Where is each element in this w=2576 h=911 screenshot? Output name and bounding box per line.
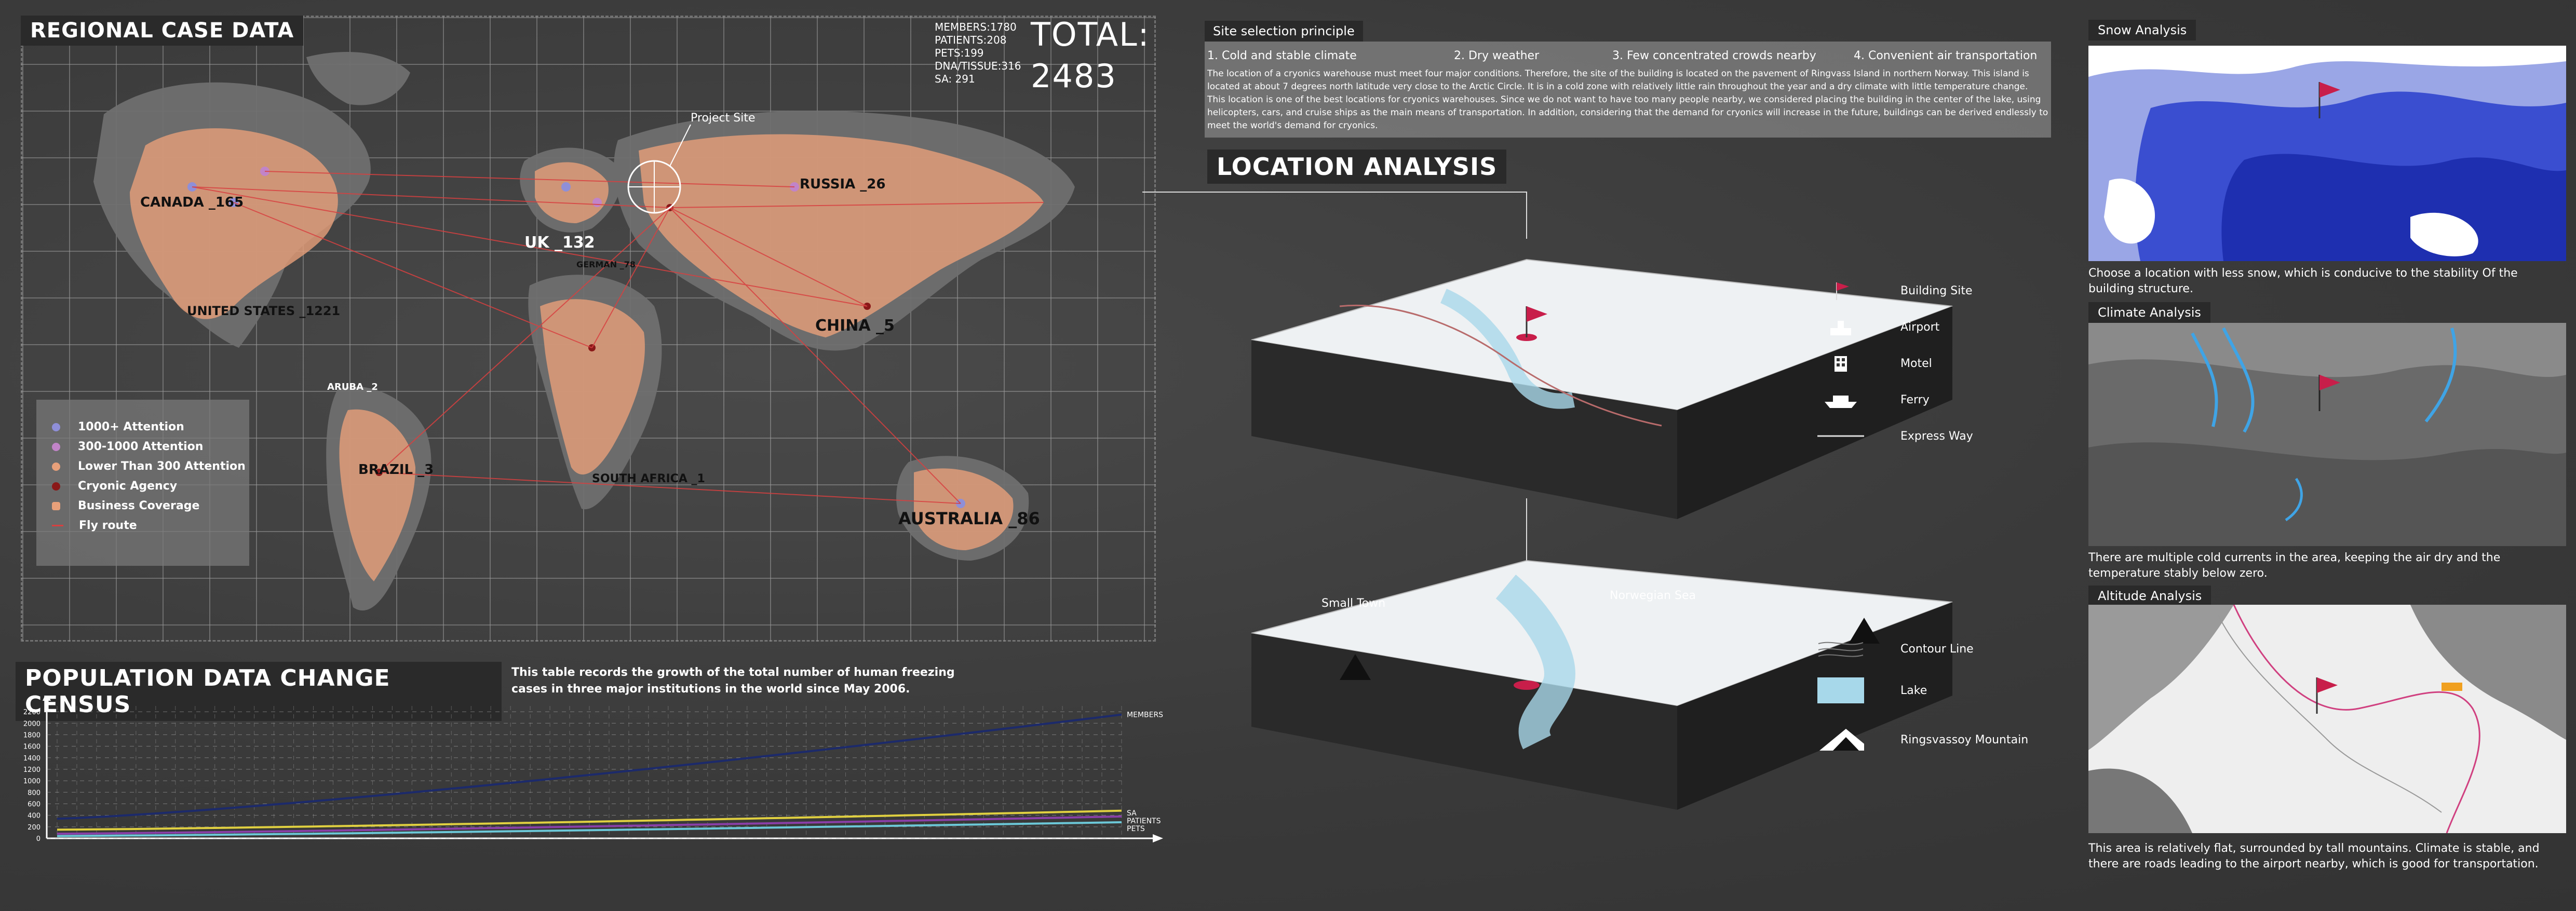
legend-item: 1000+ Attention (52, 420, 184, 433)
census-chart: 0 200 400 600 800 1000 1200 1400 1600 1800 2000 220… (23, 696, 1163, 843)
small-town-label: Small Town (1321, 597, 1386, 610)
road-icon (1817, 426, 1864, 446)
country-label: BRAZIL _3 (358, 462, 434, 478)
square-icon (52, 501, 60, 510)
key-item: Ferry (1817, 389, 1930, 410)
lower-terrain-block (1251, 560, 1953, 810)
country-label: RUSSIA _26 (800, 176, 886, 192)
key-item: Motel (1817, 353, 1932, 374)
key-item: Express Way (1817, 426, 1973, 446)
series-label: SA (1127, 809, 1137, 818)
site-title: Site selection principle (1205, 21, 1363, 42)
snow-description: Choose a location with less snow, which … (2088, 267, 2518, 295)
terrain-diagram (1251, 259, 1953, 810)
country-label: AUSTRALIA _86 (898, 509, 1040, 528)
key-item: Ringsvassoy Mountain (1817, 729, 2028, 751)
world-map-panel: REGIONAL CASE DATA Project Site CANADA _… (16, 16, 1158, 642)
y-tick-label: 1800 (23, 731, 41, 739)
snow-map (2088, 46, 2566, 261)
principle-item: 2. Dry weather (1454, 49, 1540, 62)
climate-title: Climate Analysis (2088, 302, 2210, 323)
project-site-label: Project Site (691, 112, 756, 125)
line-icon (52, 525, 63, 526)
x-axis-arrow (1153, 834, 1163, 842)
map-title: REGIONAL CASE DATA (21, 16, 304, 46)
key-item: Airport (1817, 317, 1939, 337)
y-tick-label: 1600 (23, 743, 41, 751)
principle-item: 4. Convenient air transportation (1854, 49, 2038, 62)
principle-item: 1. Cold and stable climate (1207, 49, 1357, 62)
y-tick-label: 2200 (23, 709, 41, 716)
dot-icon (52, 423, 60, 431)
y-tick-label: 2000 (23, 720, 41, 728)
country-label: CHINA _5 (815, 317, 895, 335)
site-box (1205, 42, 2051, 138)
legend-item: Lower Than 300 Attention (52, 460, 246, 473)
series-line-pets (57, 821, 1122, 837)
lake-icon (1817, 677, 1864, 703)
altitude-description: This area is relatively flat, surrounded… (2088, 842, 2540, 871)
ferry-icon (1817, 389, 1864, 410)
snow-title: Snow Analysis (2088, 20, 2196, 40)
legend-item: Fly route (52, 519, 137, 532)
series-line-patients (57, 815, 1122, 835)
motel-icon (1817, 353, 1864, 374)
y-tick-label: 1400 (23, 755, 41, 763)
mountain-icon (1817, 729, 1864, 751)
project-site-marker (627, 124, 691, 214)
stat-pets: PETS:199 (935, 47, 984, 59)
altitude-title: Altitude Analysis (2088, 586, 2211, 606)
y-tick-label: 1200 (23, 766, 41, 774)
country-label: UNITED STATES _1221 (187, 304, 341, 318)
norwegian-sea-label: Norwegian Sea (1610, 589, 1696, 602)
series-label: PETS (1127, 825, 1145, 833)
climate-description: There are multiple cold currents in the … (2088, 551, 2501, 580)
y-tick-label: 600 (28, 800, 41, 808)
altitude-map (2088, 605, 2566, 833)
y-axis-arrow (43, 696, 51, 701)
stat-patients: PATIENTS:208 (935, 34, 1007, 46)
dot-icon (52, 462, 60, 471)
site-description: The location of a cryonics warehouse mus… (1207, 69, 2048, 131)
contour-icon (1817, 638, 1864, 659)
series-line-members (57, 713, 1122, 820)
country-label: GERMAN _78 (576, 260, 636, 269)
principle-item: 3. Few concentrated crowds nearby (1612, 49, 1816, 62)
dot-icon (52, 482, 60, 491)
legend-item: Business Coverage (52, 499, 199, 512)
y-tick-label: 800 (28, 789, 41, 797)
country-label: ARUBA _2 (327, 382, 378, 392)
flag-icon (1817, 280, 1864, 301)
stats-list: MEMBERS:1780 PATIENTS:208 PETS:199 DNA/T… (935, 21, 1021, 86)
country-label: CANADA _165 (140, 195, 244, 210)
legend-item: Cryonic Agency (52, 480, 177, 493)
y-tick-label: 0 (36, 835, 41, 843)
census-description: This table records the growth of the tot… (511, 666, 955, 696)
world-map-graphic (93, 52, 1075, 611)
total-label: TOTAL: (1031, 16, 1150, 53)
location-title: LOCATION ANALYSIS (1207, 149, 1507, 184)
series-label: PATIENTS (1127, 817, 1161, 825)
series-line-sa (57, 809, 1122, 831)
key-item: Contour Line (1817, 638, 1974, 659)
census-title: POPULATION DATA CHANGE CENSUS (16, 662, 502, 721)
key-item: Lake (1817, 677, 1927, 703)
country-label: UK _132 (524, 234, 595, 252)
map-legend: 1000+ Attention 300-1000 Attention Lower… (36, 400, 249, 566)
stat-members: MEMBERS:1780 (935, 21, 1017, 33)
key-item: Building Site (1817, 280, 1972, 301)
stat-dna: DNA/TISSUE:316 (935, 60, 1021, 72)
climate-map (2088, 323, 2566, 546)
upper-terrain-block (1251, 259, 1953, 519)
y-tick-label: 400 (28, 812, 41, 820)
dot-icon (52, 442, 60, 451)
stat-sa: SA: 291 (935, 73, 975, 85)
y-tick-label: 200 (28, 824, 41, 832)
country-label: SOUTH AFRICA _1 (592, 472, 705, 485)
airport-icon (1817, 317, 1864, 337)
total-value: 2483 (1031, 57, 1117, 95)
y-tick-label: 1000 (23, 778, 41, 785)
legend-item: 300-1000 Attention (52, 440, 203, 453)
series-label: MEMBERS (1127, 711, 1163, 719)
